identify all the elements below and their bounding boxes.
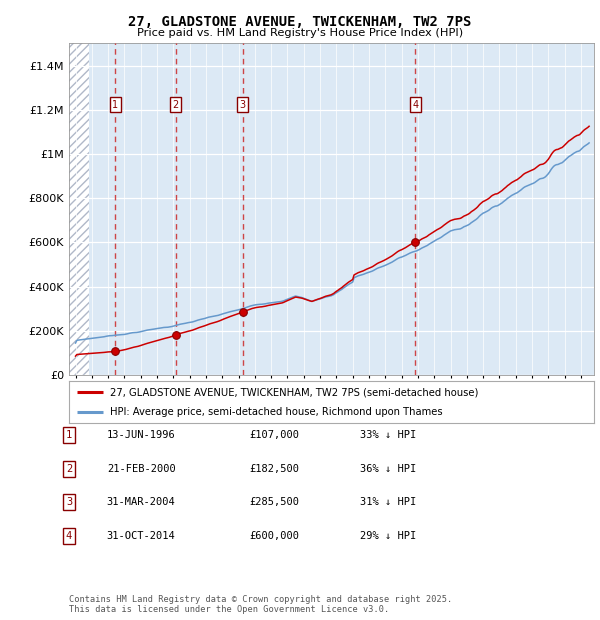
Text: 2: 2 [66,464,72,474]
Text: £182,500: £182,500 [249,464,299,474]
Text: £107,000: £107,000 [249,430,299,440]
Text: 31-MAR-2004: 31-MAR-2004 [107,497,176,507]
Text: 33% ↓ HPI: 33% ↓ HPI [360,430,416,440]
Text: Contains HM Land Registry data © Crown copyright and database right 2025.: Contains HM Land Registry data © Crown c… [69,595,452,604]
Text: Price paid vs. HM Land Registry's House Price Index (HPI): Price paid vs. HM Land Registry's House … [137,28,463,38]
Text: 4: 4 [66,531,72,541]
Text: This data is licensed under the Open Government Licence v3.0.: This data is licensed under the Open Gov… [69,604,389,614]
Text: £285,500: £285,500 [249,497,299,507]
Text: 21-FEB-2000: 21-FEB-2000 [107,464,176,474]
Text: 2: 2 [173,100,179,110]
Text: 29% ↓ HPI: 29% ↓ HPI [360,531,416,541]
Text: 1: 1 [112,100,119,110]
Text: 31-OCT-2014: 31-OCT-2014 [107,531,176,541]
Text: 3: 3 [66,497,72,507]
Text: 4: 4 [412,100,418,110]
Text: 1: 1 [66,430,72,440]
Text: HPI: Average price, semi-detached house, Richmond upon Thames: HPI: Average price, semi-detached house,… [110,407,443,417]
Text: 3: 3 [239,100,246,110]
Text: 27, GLADSTONE AVENUE, TWICKENHAM, TW2 7PS (semi-detached house): 27, GLADSTONE AVENUE, TWICKENHAM, TW2 7P… [110,387,478,397]
Text: £600,000: £600,000 [249,531,299,541]
Text: 27, GLADSTONE AVENUE, TWICKENHAM, TW2 7PS: 27, GLADSTONE AVENUE, TWICKENHAM, TW2 7P… [128,16,472,30]
Text: 36% ↓ HPI: 36% ↓ HPI [360,464,416,474]
Text: 13-JUN-1996: 13-JUN-1996 [107,430,176,440]
Text: 31% ↓ HPI: 31% ↓ HPI [360,497,416,507]
